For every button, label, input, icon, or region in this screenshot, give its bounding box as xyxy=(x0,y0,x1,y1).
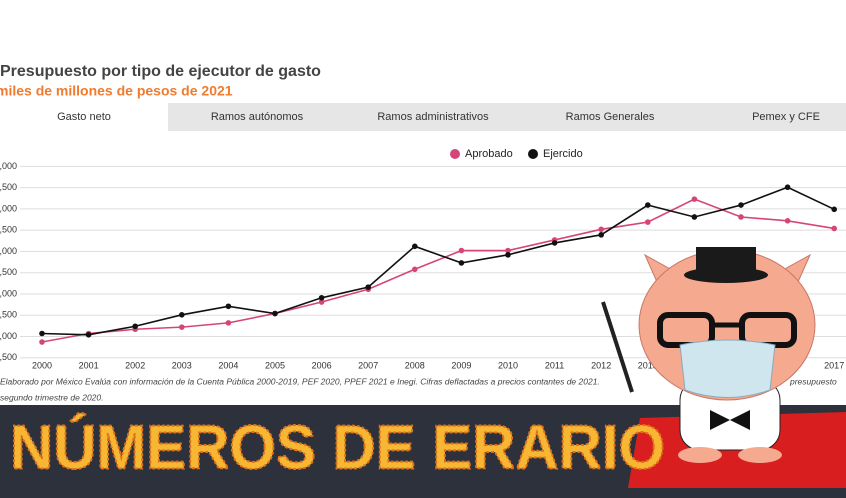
y-tick-label: 5,500 xyxy=(0,267,17,277)
legend-label[interactable]: Aprobado xyxy=(465,148,513,160)
legend-label[interactable]: Ejercido xyxy=(543,148,583,160)
data-point xyxy=(738,214,744,220)
data-point xyxy=(784,184,791,191)
y-tick-label: 6,000 xyxy=(0,246,17,256)
data-point xyxy=(412,266,418,273)
data-point xyxy=(132,323,138,330)
active-tab xyxy=(0,103,168,131)
banner-title: NÚMEROS DE ERARIO xyxy=(10,413,665,482)
data-point xyxy=(318,294,325,301)
footnote: Elaborado por México Evalúa con informac… xyxy=(0,376,600,386)
y-tick-label: 6,500 xyxy=(0,225,17,235)
data-point xyxy=(85,331,92,338)
x-tick-label: 2010 xyxy=(498,360,518,370)
x-tick-label: 2001 xyxy=(79,360,99,370)
x-tick-label: 2011 xyxy=(545,360,564,370)
data-point xyxy=(39,339,45,345)
series-line xyxy=(41,186,835,336)
y-tick-label: 8,000 xyxy=(0,161,17,171)
data-point xyxy=(179,311,185,318)
y-tick-label: 3,500 xyxy=(0,352,17,362)
x-tick-label: 2012 xyxy=(591,360,611,370)
x-tick-label: 2013 xyxy=(638,360,658,370)
data-point xyxy=(458,247,465,254)
data-point xyxy=(365,284,372,290)
y-tick-label: 7,500 xyxy=(0,182,17,192)
x-tick-label: 2005 xyxy=(265,360,285,370)
data-point xyxy=(505,252,511,258)
x-tick-label: 2008 xyxy=(405,360,425,370)
tab[interactable]: Ramos autónomos xyxy=(211,111,304,123)
legend-marker xyxy=(528,149,538,159)
series-line xyxy=(41,198,835,343)
data-point xyxy=(598,232,604,238)
tab[interactable]: Ramos Generales xyxy=(566,111,655,123)
data-point xyxy=(225,303,232,310)
data-point xyxy=(784,218,791,224)
data-point xyxy=(551,240,558,246)
chart-subtitle: miles de millones de pesos de 2021 xyxy=(0,83,233,99)
data-point xyxy=(179,324,185,330)
data-point xyxy=(412,243,418,250)
data-point xyxy=(831,206,837,213)
data-point xyxy=(645,202,651,208)
tab[interactable]: Pemex y CFE xyxy=(752,111,820,123)
data-point xyxy=(645,219,651,225)
data-point xyxy=(39,330,45,337)
y-tick-label: 5,000 xyxy=(0,288,17,298)
tab[interactable]: Ramos administrativos xyxy=(377,111,489,123)
mascot xyxy=(601,247,816,463)
x-tick-label: 2007 xyxy=(358,360,378,370)
data-point xyxy=(505,247,511,254)
chart-title: Presupuesto por tipo de ejecutor de gast… xyxy=(0,63,321,80)
y-tick-label: 7,000 xyxy=(0,203,17,213)
x-tick-label: 2003 xyxy=(172,360,192,370)
data-point xyxy=(691,214,698,220)
x-tick-label: 2006 xyxy=(312,360,332,370)
data-point xyxy=(691,196,698,202)
data-point xyxy=(738,202,744,208)
x-tick-label: 2002 xyxy=(125,360,145,370)
footnote: presupuesto xyxy=(789,376,837,386)
x-tick-label: 2017 xyxy=(824,360,844,370)
x-tick-label: 2000 xyxy=(32,360,52,370)
y-tick-label: 4,000 xyxy=(0,331,17,341)
legend-marker xyxy=(450,149,460,159)
x-tick-label: 2004 xyxy=(218,360,238,370)
data-point xyxy=(318,299,325,305)
data-point xyxy=(598,226,604,233)
tab[interactable]: Gasto neto xyxy=(57,111,111,123)
footnote: segundo trimestre de 2020. xyxy=(0,392,103,402)
data-point xyxy=(831,225,837,232)
x-tick-label: 2009 xyxy=(451,360,471,370)
y-tick-label: 4,500 xyxy=(0,310,17,320)
data-point xyxy=(272,310,278,317)
data-point xyxy=(458,260,465,266)
data-point xyxy=(225,320,232,326)
